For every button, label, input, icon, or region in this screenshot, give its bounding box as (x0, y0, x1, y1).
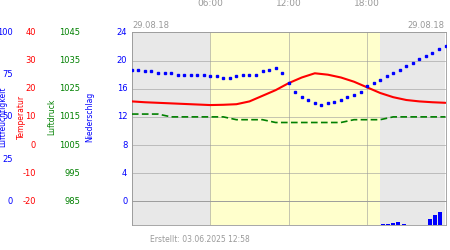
Bar (210, 32, 380, 201)
Bar (386, 224, 390, 225)
Bar (210, 201, 380, 225)
Text: 8: 8 (122, 140, 127, 149)
Bar (132, 201, 210, 225)
Text: Luftdruck: Luftdruck (47, 99, 56, 135)
Text: 4: 4 (122, 168, 127, 177)
Text: 10: 10 (26, 112, 36, 122)
Text: 0: 0 (31, 140, 36, 149)
Text: 18:00: 18:00 (354, 0, 380, 8)
Text: 0: 0 (7, 197, 13, 206)
Bar (396, 222, 400, 225)
Text: 12:00: 12:00 (276, 0, 302, 8)
Text: Temperatur: Temperatur (17, 95, 26, 139)
Text: 40: 40 (26, 28, 36, 37)
Text: 1005: 1005 (59, 140, 80, 149)
Text: 24: 24 (117, 28, 127, 37)
Bar (402, 224, 405, 225)
Text: -20: -20 (22, 197, 36, 206)
Bar (428, 219, 432, 225)
Text: Niederschlag: Niederschlag (86, 92, 94, 142)
Text: 20: 20 (26, 84, 36, 93)
Text: -10: -10 (22, 168, 36, 177)
Text: 985: 985 (64, 197, 80, 206)
Bar (132, 32, 210, 201)
Text: 12: 12 (117, 112, 127, 122)
Text: 1025: 1025 (59, 84, 80, 93)
Bar (381, 224, 385, 225)
Text: 20: 20 (117, 56, 127, 65)
Bar (391, 223, 395, 225)
Text: 1015: 1015 (59, 112, 80, 122)
Text: 30: 30 (25, 56, 36, 65)
Text: 1035: 1035 (59, 56, 80, 65)
Text: 50: 50 (2, 112, 13, 122)
Text: 25: 25 (2, 154, 13, 164)
Bar (438, 212, 442, 225)
Bar (380, 32, 446, 201)
Text: 1045: 1045 (59, 28, 80, 37)
Bar (433, 215, 437, 225)
Text: 29.08.18: 29.08.18 (133, 21, 170, 30)
Text: Erstellt: 03.06.2025 12:58: Erstellt: 03.06.2025 12:58 (150, 236, 250, 244)
Text: Luftfeuchtigkeit: Luftfeuchtigkeit (0, 87, 8, 147)
Text: 16: 16 (117, 84, 127, 93)
Text: 29.08.18: 29.08.18 (408, 21, 445, 30)
Text: 100: 100 (0, 28, 13, 37)
Bar (380, 201, 446, 225)
Text: 995: 995 (64, 168, 80, 177)
Text: 06:00: 06:00 (197, 0, 223, 8)
Text: 0: 0 (122, 197, 127, 206)
Text: 75: 75 (2, 70, 13, 79)
